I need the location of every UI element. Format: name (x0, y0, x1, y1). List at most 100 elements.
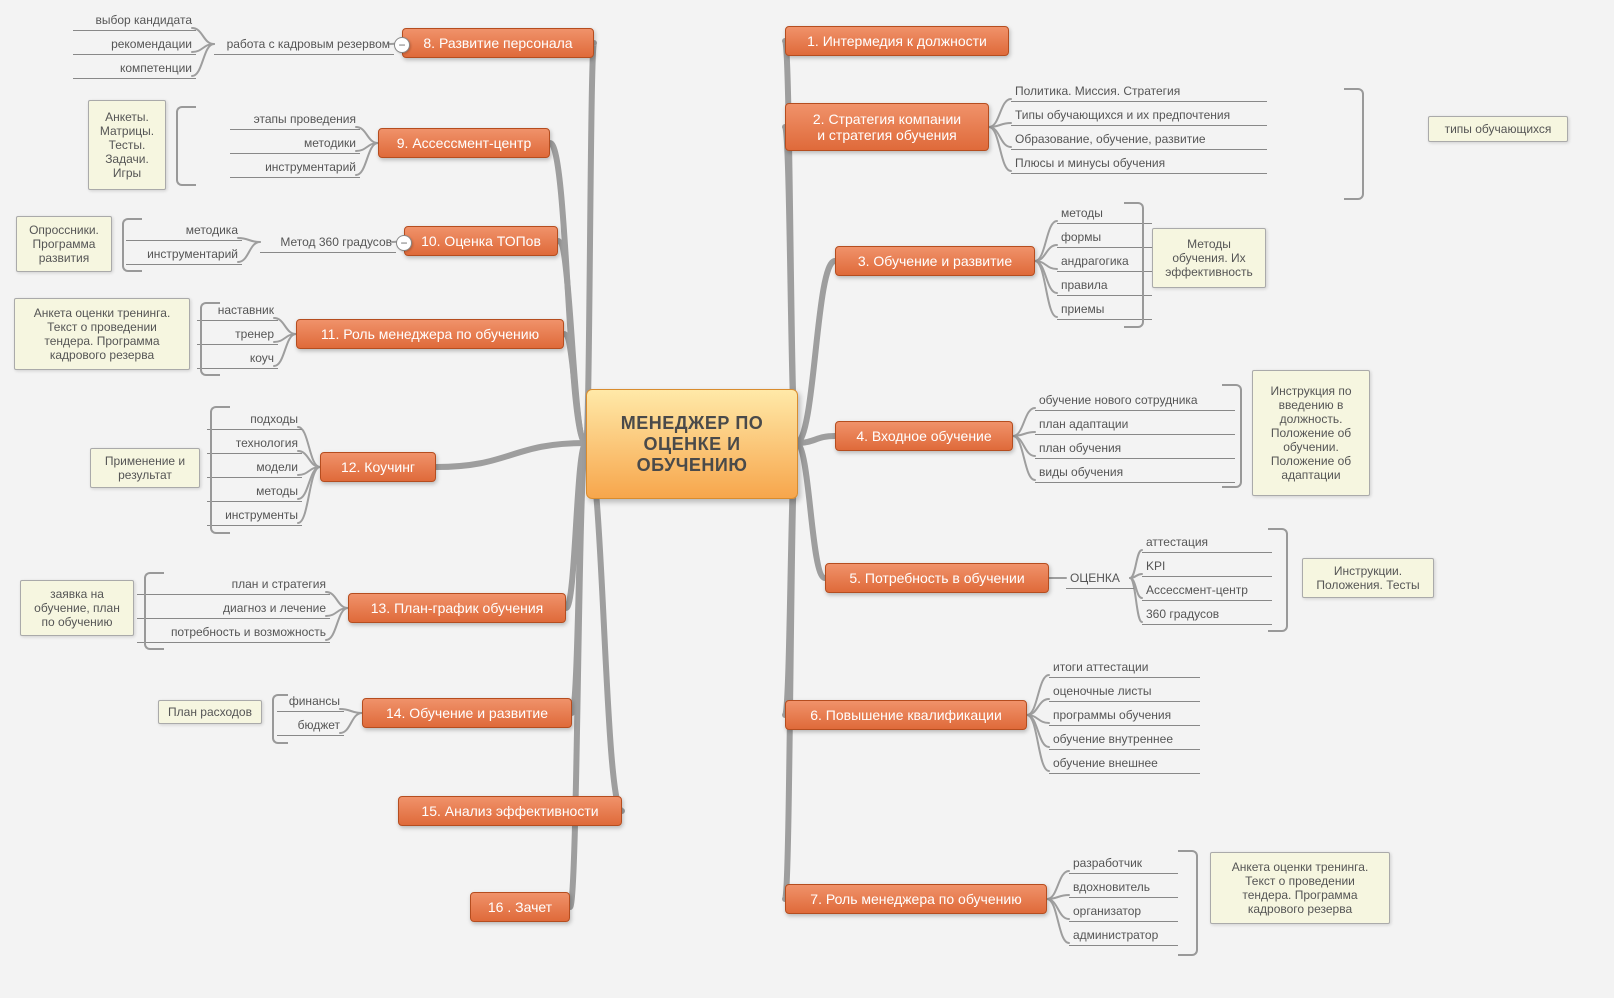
bracket (210, 406, 230, 534)
branch-label: 16 . Зачет (488, 899, 552, 915)
sub-label: инструментарий (265, 160, 356, 174)
central-topic[interactable]: МЕНЕДЖЕР ПО ОЦЕНКЕ И ОБУЧЕНИЮ (586, 389, 798, 499)
branch-b1[interactable]: 1. Интермедия к должности (785, 26, 1009, 56)
sub-label: Образование, обучение, развитие (1015, 132, 1206, 146)
branch-label: 15. Анализ эффективности (421, 803, 598, 819)
sub-label: Типы обучающихся и их предпочтения (1015, 108, 1230, 122)
sub-item[interactable]: администратор (1069, 925, 1178, 946)
sub-item[interactable]: методика (126, 220, 242, 241)
branch-label: 1. Интермедия к должности (807, 33, 987, 49)
bracket (176, 106, 196, 186)
sub-item[interactable]: диагноз и лечение (137, 598, 330, 619)
sub-label: бюджет (298, 718, 340, 732)
bracket (1268, 528, 1288, 632)
branch-b8[interactable]: 8. Развитие персонала (402, 28, 594, 58)
sub-label: инструментарий (147, 247, 238, 261)
sub-item[interactable]: потребность и возможность (137, 622, 330, 643)
branch-b7[interactable]: 7. Роль менеджера по обучению (785, 884, 1047, 914)
branch-b2[interactable]: 2. Стратегия компании и стратегия обучен… (785, 103, 989, 151)
sub-item[interactable]: Ассессмент-центр (1142, 580, 1272, 601)
branch-b6[interactable]: 6. Повышение квалификации (785, 700, 1027, 730)
sub-item[interactable]: разработчик (1069, 853, 1178, 874)
note-text: Опроссники. Программа развития (29, 223, 99, 265)
bracket (1344, 88, 1364, 200)
sub-item[interactable]: программы обучения (1049, 705, 1200, 726)
sub-item[interactable]: KPI (1142, 556, 1272, 577)
sub-item[interactable]: виды обучения (1035, 462, 1235, 483)
sub-item[interactable]: Политика. Миссия. Стратегия (1011, 81, 1267, 102)
note-b11: Анкета оценки тренинга. Текст о проведен… (14, 298, 190, 370)
branch-label: 5. Потребность в обучении (849, 570, 1024, 586)
note-b14: План расходов (158, 700, 262, 724)
sub-item[interactable]: план адаптации (1035, 414, 1235, 435)
branch-b10[interactable]: 10. Оценка ТОПов (404, 226, 558, 256)
branch-b4[interactable]: 4. Входное обучение (835, 421, 1013, 451)
sub-label: Политика. Миссия. Стратегия (1015, 84, 1180, 98)
sub-label: инструменты (225, 508, 298, 522)
sub-label: технология (236, 436, 298, 450)
sub-item[interactable]: план и стратегия (137, 574, 330, 595)
note-text: Инструкции. Положения. Тесты (1316, 564, 1419, 592)
sub-item[interactable]: инструментарий (126, 244, 242, 265)
sub-item[interactable]: вдохновитель (1069, 877, 1178, 898)
mid-b5: ОЦЕНКА (1066, 568, 1134, 589)
sub-label: Плюсы и минусы обучения (1015, 156, 1165, 170)
collapse-toggle[interactable]: − (394, 37, 410, 53)
branch-b14[interactable]: 14. Обучение и развитие (362, 698, 572, 728)
note-text: Анкеты. Матрицы. Тесты. Задачи. Игры (100, 110, 154, 180)
sub-item[interactable]: Образование, обучение, развитие (1011, 129, 1267, 150)
sub-item[interactable]: Типы обучающихся и их предпочтения (1011, 105, 1267, 126)
sub-item[interactable]: обучение внешнее (1049, 753, 1200, 774)
sub-label: виды обучения (1039, 465, 1123, 479)
branch-b13[interactable]: 13. План-график обучения (348, 593, 566, 623)
sub-label: методы (256, 484, 298, 498)
sub-item[interactable]: выбор кандидата (73, 10, 196, 31)
sub-label: методы (1061, 206, 1103, 220)
sub-label: обучение внутреннее (1053, 732, 1173, 746)
sub-label: финансы (289, 694, 340, 708)
sub-label: обучение нового сотрудника (1039, 393, 1198, 407)
sub-item[interactable]: Плюсы и минусы обучения (1011, 153, 1267, 174)
sub-item[interactable]: итоги аттестации (1049, 657, 1200, 678)
sub-label: тренер (235, 327, 274, 341)
collapse-toggle[interactable]: − (396, 235, 412, 251)
branch-label: 12. Коучинг (341, 459, 415, 475)
branch-label: 2. Стратегия компании и стратегия обучен… (813, 111, 961, 143)
sub-item[interactable]: организатор (1069, 901, 1178, 922)
sub-item[interactable]: этапы проведения (230, 109, 360, 130)
branch-label: 3. Обучение и развитие (858, 253, 1012, 269)
note-b13: заявка на обучение, план по обучению (20, 580, 134, 636)
branch-b3[interactable]: 3. Обучение и развитие (835, 246, 1035, 276)
sub-label: наставник (218, 303, 274, 317)
sub-item[interactable]: методики (230, 133, 360, 154)
sub-item[interactable]: обучение нового сотрудника (1035, 390, 1235, 411)
note-b2: типы обучающихся (1428, 116, 1568, 142)
note-b3: Методы обучения. Их эффективность (1152, 228, 1266, 288)
sub-label: андрагогика (1061, 254, 1129, 268)
branch-b9[interactable]: 9. Ассессмент-центр (378, 128, 550, 158)
branch-b11[interactable]: 11. Роль менеджера по обучению (296, 319, 564, 349)
note-text: Анкета оценки тренинга. Текст о проведен… (34, 306, 171, 362)
sub-item[interactable]: оценочные листы (1049, 681, 1200, 702)
sub-label: выбор кандидата (95, 13, 192, 27)
sub-item[interactable]: инструментарий (230, 157, 360, 178)
branch-b15[interactable]: 15. Анализ эффективности (398, 796, 622, 826)
branch-b5[interactable]: 5. Потребность в обучении (825, 563, 1049, 593)
sub-item[interactable]: рекомендации (73, 34, 196, 55)
sub-item[interactable]: 360 градусов (1142, 604, 1272, 625)
sub-label: итоги аттестации (1053, 660, 1148, 674)
sub-item[interactable]: план обучения (1035, 438, 1235, 459)
branch-label: 10. Оценка ТОПов (421, 233, 541, 249)
sub-item[interactable]: аттестация (1142, 532, 1272, 553)
sub-item[interactable]: обучение внутреннее (1049, 729, 1200, 750)
note-text: Методы обучения. Их эффективность (1165, 237, 1253, 279)
sub-item[interactable]: компетенции (73, 58, 196, 79)
sub-label: коуч (250, 351, 274, 365)
note-text: Инструкция по введению в должность. Поло… (1270, 384, 1351, 482)
note-b4: Инструкция по введению в должность. Поло… (1252, 370, 1370, 496)
mid-label: Метод 360 градусов (280, 235, 392, 249)
branch-b16[interactable]: 16 . Зачет (470, 892, 570, 922)
sub-label: диагноз и лечение (223, 601, 326, 615)
note-b5: Инструкции. Положения. Тесты (1302, 558, 1434, 598)
branch-b12[interactable]: 12. Коучинг (320, 452, 436, 482)
